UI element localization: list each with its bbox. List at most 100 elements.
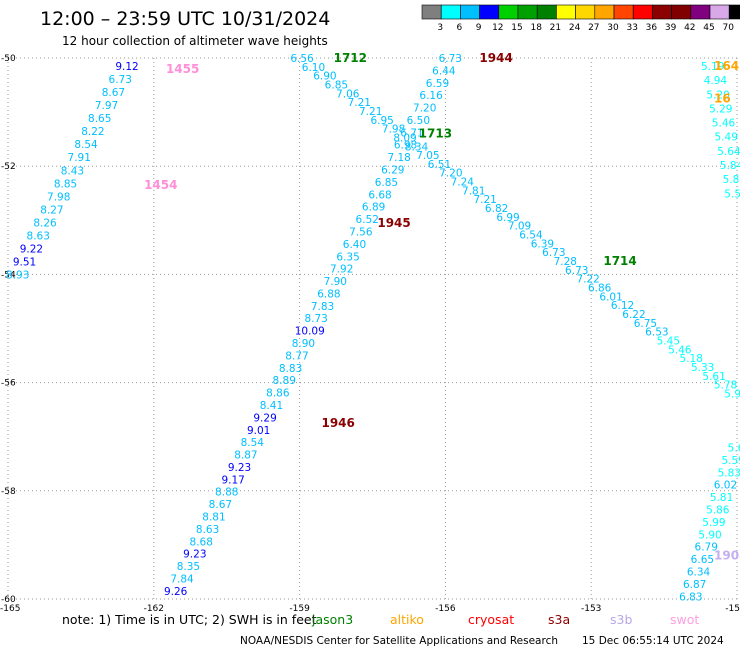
colorbar-swatch — [575, 4, 596, 20]
swh-value: 8.34 — [405, 141, 429, 153]
swh-value: 5.49 — [715, 132, 738, 144]
swh-value: 7.05 — [416, 150, 439, 162]
pass-time-label: 1714 — [603, 254, 636, 268]
satellite-legend-item: s3a — [548, 612, 570, 627]
swh-value: 7.81 — [462, 185, 485, 197]
swh-value: 5.90 — [698, 529, 721, 541]
y-tick-label: -56 — [1, 379, 16, 389]
grid-lines — [7, 57, 738, 600]
colorbar-label: 45 — [703, 23, 714, 33]
pass-time-label: 1908 — [714, 549, 740, 563]
swh-value: 6.39 — [531, 238, 554, 250]
colorbar-swatch — [728, 4, 740, 20]
swh-value: 8.87 — [234, 450, 257, 462]
colorbar-label: 30 — [607, 23, 619, 33]
swh-value: 6.02 — [714, 480, 737, 492]
swh-value: 6.73 — [109, 74, 132, 86]
swh-value: 7.90 — [324, 276, 347, 288]
colorbar-label: 18 — [530, 23, 542, 33]
swh-value: 5.46 — [712, 118, 736, 130]
swh-value: 7.28 — [554, 256, 577, 268]
swh-value: 7.56 — [349, 226, 373, 238]
swh-value: 7.21 — [348, 97, 371, 109]
swh-value: 5.64 — [717, 146, 740, 158]
swh-value: 7.21 — [359, 106, 382, 118]
x-tick-label: -15 — [725, 604, 740, 614]
y-tick-label: -54 — [1, 270, 16, 280]
pass-time-label: 1454 — [144, 178, 177, 192]
swh-value: 6.75 — [634, 318, 657, 330]
swh-value: 7.91 — [68, 152, 91, 164]
swh-value: 8.09 — [393, 132, 416, 144]
satellite-legend-item: swot — [670, 612, 699, 627]
swh-value: 6.73 — [565, 265, 588, 277]
satellite-legend-item: jason3 — [311, 612, 353, 627]
swh-value: 6.68 — [368, 189, 391, 201]
swh-value: 6.22 — [622, 309, 645, 321]
swh-value: 6.53 — [645, 327, 668, 339]
y-tick-label: -60 — [1, 595, 16, 605]
swh-value: 5.99 — [702, 517, 725, 529]
swh-value: 6.95 — [370, 115, 393, 127]
swh-value: 5.45 — [657, 335, 680, 347]
chart-subtitle: 12 hour collection of altimeter wave hei… — [62, 34, 328, 48]
swh-value: 6.56 — [290, 53, 314, 65]
swh-value: 6.85 — [325, 79, 348, 91]
x-tick-label: -153 — [581, 604, 601, 614]
swh-value: 8.63 — [196, 524, 219, 536]
colorbar-label: 15 — [511, 23, 522, 33]
swh-value: 6.16 — [419, 90, 443, 102]
pass-time-label: 1712 — [334, 51, 367, 65]
colorbar-swatch — [479, 4, 500, 20]
swh-value: 7.98 — [47, 191, 70, 203]
swh-value: 6.71 — [400, 127, 423, 139]
swh-value: 9.51 — [13, 256, 36, 268]
swh-value: 5.46 — [668, 344, 692, 356]
swh-value: 6.01 — [599, 291, 622, 303]
swh-value: 6.10 — [302, 62, 325, 74]
pass-time-label: 1945 — [377, 216, 410, 230]
swh-value: 6.29 — [381, 165, 404, 177]
swh-value: 8.67 — [102, 87, 125, 99]
colorbar-swatch — [421, 4, 442, 20]
y-tick-label: -58 — [1, 487, 16, 497]
swh-value: 8.67 — [209, 499, 232, 511]
pass-time-label: 1944 — [479, 51, 512, 65]
swh-value: 5.83 — [718, 467, 740, 479]
swh-value: 5.20 — [706, 89, 729, 101]
swh-value: 6.99 — [496, 212, 519, 224]
swh-value: 4.94 — [704, 75, 728, 87]
pass-time-label: 1455 — [166, 62, 199, 76]
y-tick-label: -50 — [1, 54, 16, 64]
swh-value: 5.95 — [724, 388, 740, 400]
colorbar-label: 21 — [550, 23, 561, 33]
swh-value: 7.98 — [382, 124, 405, 136]
swh-value: 10.09 — [295, 326, 325, 338]
swh-value: 8.85 — [54, 178, 77, 190]
swh-value: 8.43 — [61, 165, 84, 177]
swh-value: 7.97 — [95, 100, 118, 112]
swh-value: 5.78 — [714, 380, 737, 392]
swh-value: 8.26 — [33, 217, 57, 229]
colorbar-swatch — [594, 4, 615, 20]
colorbar-label: 36 — [646, 23, 658, 33]
swh-value: 6.35 — [336, 251, 359, 263]
swh-value: 6.51 — [428, 159, 451, 171]
colorbar-swatch — [498, 4, 519, 20]
swh-value: 5.61 — [702, 371, 725, 383]
colorbar-label: 33 — [626, 23, 637, 33]
swh-value: 5.51 — [724, 188, 740, 200]
swh-value: 8.41 — [260, 400, 283, 412]
swh-value: 6.73 — [439, 53, 462, 65]
swh-value: 6.44 — [432, 65, 456, 77]
chart-title: 12:00 – 23:59 UTC 10/31/2024 — [40, 8, 330, 30]
swh-value: 8.35 — [177, 561, 200, 573]
x-tick-label: -165 — [0, 604, 20, 614]
swh-value: 9.23 — [228, 462, 251, 474]
swh-value: 8.73 — [304, 313, 327, 325]
swh-value: 8.63 — [27, 230, 50, 242]
x-tick-label: -159 — [289, 604, 310, 614]
footer-note: note: 1) Time is in UTC; 2) SWH is in fe… — [62, 612, 317, 627]
